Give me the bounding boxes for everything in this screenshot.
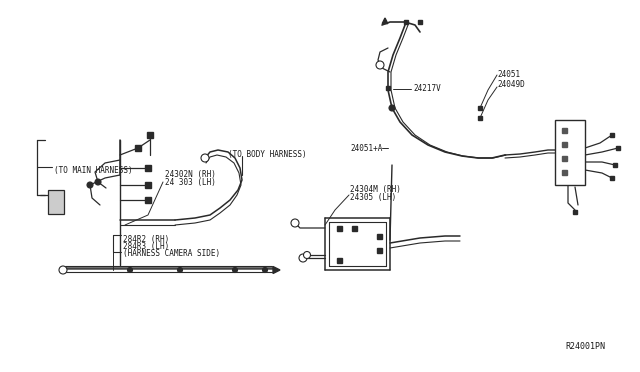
Circle shape: [262, 267, 268, 273]
Text: (HARNESS CAMERA SIDE): (HARNESS CAMERA SIDE): [123, 249, 220, 258]
Text: 284R3 (LH): 284R3 (LH): [123, 242, 169, 251]
Bar: [378, 247, 383, 253]
Text: R24001PN: R24001PN: [565, 342, 605, 351]
Bar: [418, 20, 422, 24]
Circle shape: [201, 154, 209, 162]
Text: 24051+A: 24051+A: [350, 144, 382, 153]
Circle shape: [376, 61, 384, 69]
Text: 284R2 (RH): 284R2 (RH): [123, 235, 169, 244]
Bar: [353, 225, 358, 231]
Bar: [616, 146, 620, 150]
FancyBboxPatch shape: [48, 190, 64, 214]
Circle shape: [59, 266, 67, 274]
Polygon shape: [382, 18, 388, 23]
Bar: [610, 133, 614, 137]
Circle shape: [232, 267, 237, 273]
Text: 24305 (LH): 24305 (LH): [350, 193, 396, 202]
Circle shape: [127, 267, 132, 273]
Bar: [145, 165, 151, 171]
Circle shape: [303, 251, 310, 259]
Bar: [563, 170, 568, 174]
Bar: [555, 120, 585, 185]
Bar: [135, 145, 141, 151]
Bar: [386, 86, 390, 90]
Circle shape: [291, 219, 299, 227]
Bar: [573, 210, 577, 214]
Circle shape: [177, 267, 182, 273]
Bar: [563, 155, 568, 160]
Circle shape: [87, 182, 93, 188]
Circle shape: [299, 254, 307, 262]
Bar: [145, 197, 151, 203]
Circle shape: [389, 105, 395, 111]
Text: (TO MAIN HARNESS): (TO MAIN HARNESS): [54, 166, 132, 174]
Text: 24217V: 24217V: [413, 83, 441, 93]
Bar: [610, 176, 614, 180]
Text: 24304M (RH): 24304M (RH): [350, 185, 401, 194]
Bar: [378, 234, 383, 238]
Circle shape: [95, 179, 101, 185]
Text: 24049D: 24049D: [497, 80, 525, 89]
Text: 24 303 (LH): 24 303 (LH): [165, 178, 216, 187]
Text: 24302N (RH): 24302N (RH): [165, 170, 216, 179]
Bar: [404, 20, 408, 24]
Bar: [563, 141, 568, 147]
Bar: [337, 257, 342, 263]
Bar: [145, 182, 151, 188]
Bar: [613, 163, 617, 167]
Bar: [147, 132, 153, 138]
Text: (TO BODY HARNESS): (TO BODY HARNESS): [228, 150, 307, 159]
Bar: [478, 106, 482, 110]
Text: 24051: 24051: [497, 70, 520, 79]
Polygon shape: [273, 266, 280, 273]
Bar: [337, 225, 342, 231]
Bar: [563, 128, 568, 132]
Bar: [478, 116, 482, 120]
